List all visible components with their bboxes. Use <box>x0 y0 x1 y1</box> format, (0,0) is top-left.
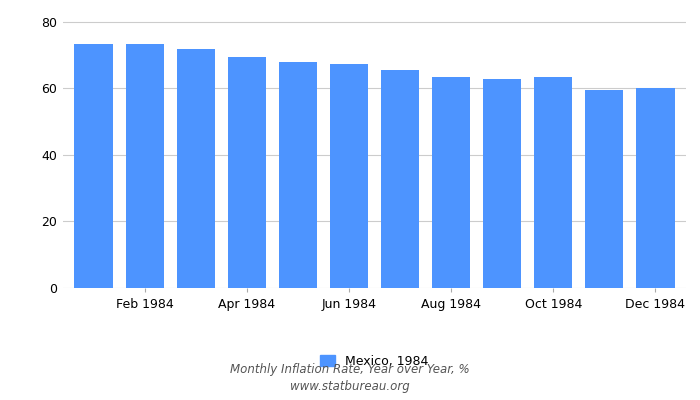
Bar <box>483 78 522 288</box>
Bar <box>585 90 624 288</box>
Bar <box>279 62 317 288</box>
Bar <box>432 77 470 288</box>
Bar <box>534 77 573 288</box>
Bar <box>228 57 266 288</box>
Bar <box>176 48 215 288</box>
Bar <box>381 70 419 288</box>
Text: Monthly Inflation Rate, Year over Year, %: Monthly Inflation Rate, Year over Year, … <box>230 364 470 376</box>
Text: www.statbureau.org: www.statbureau.org <box>290 380 410 393</box>
Bar <box>125 44 164 288</box>
Bar <box>74 44 113 288</box>
Bar <box>636 88 675 288</box>
Bar <box>330 64 368 288</box>
Legend: Mexico, 1984: Mexico, 1984 <box>321 355 428 368</box>
